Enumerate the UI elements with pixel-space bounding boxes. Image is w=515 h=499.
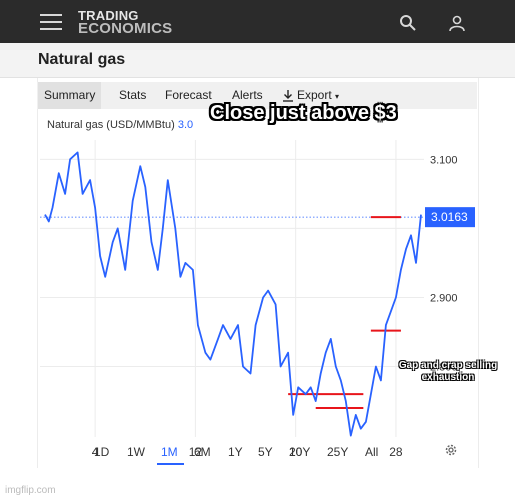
active-range-underline — [157, 463, 184, 465]
headline-annotation: Close just above $3 — [210, 102, 397, 125]
note-annotation: Gap and crap selling exhaustion — [388, 360, 508, 384]
range-button-6m[interactable]: 6M — [194, 445, 211, 459]
series-line — [45, 152, 421, 435]
y-tick-label: 2.900 — [430, 292, 458, 304]
range-button-1w[interactable]: 1W — [127, 445, 145, 459]
range-button-25y[interactable]: 25Y — [327, 445, 348, 459]
watermark: imgflip.com — [5, 485, 56, 496]
range-button-1y[interactable]: 1Y — [228, 445, 243, 459]
range-button-5y[interactable]: 5Y — [258, 445, 273, 459]
range-button-10y[interactable]: 10Y — [289, 445, 310, 459]
range-selector: 1D 1W 1M 6M 1Y 5Y 10Y 25Y All — [37, 440, 477, 466]
range-button-1m[interactable]: 1M — [161, 445, 178, 459]
y-tick-label: 3.100 — [430, 154, 458, 166]
range-button-all[interactable]: All — [365, 445, 378, 459]
last-price-label: 3.0163 — [431, 210, 468, 224]
range-button-1d[interactable]: 1D — [94, 445, 109, 459]
